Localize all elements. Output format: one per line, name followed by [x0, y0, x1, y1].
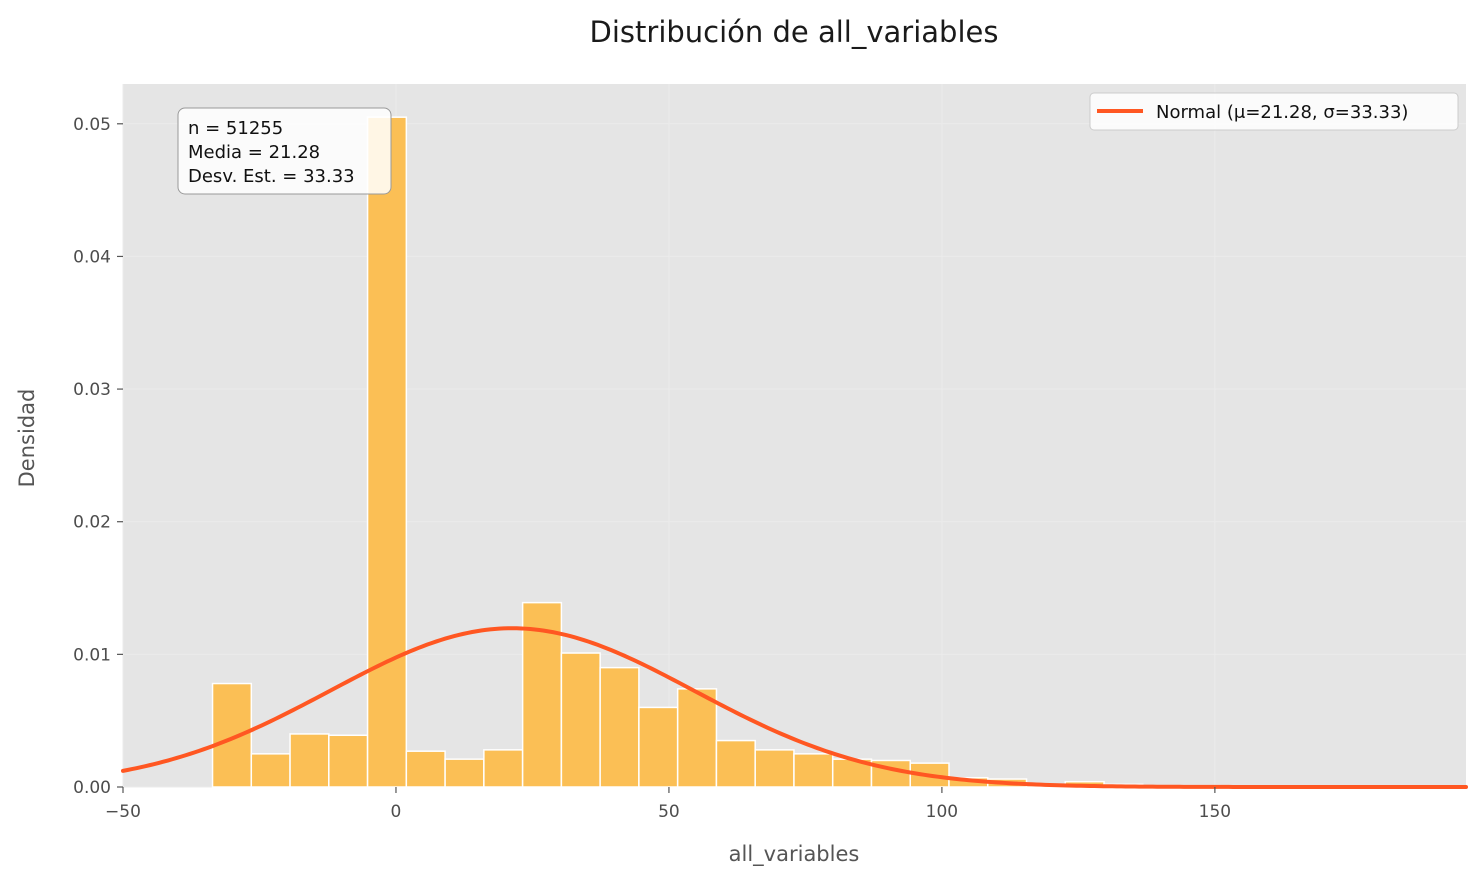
histogram-bars	[211, 116, 1454, 788]
y-tick-label-0: 0.00	[73, 778, 111, 798]
x-axis-label: all_variables	[729, 842, 860, 867]
histogram-bar-16	[831, 758, 873, 788]
histogram-bar-14	[754, 749, 795, 788]
x-tick-label-1: 0	[391, 802, 402, 822]
histogram-bar-6	[444, 758, 485, 788]
histogram-bar-15	[793, 753, 834, 788]
stats-box-frame	[177, 107, 392, 195]
normal-curve-line	[121, 626, 1468, 789]
histogram-bar-12	[676, 688, 718, 788]
y-tick-label-2: 0.02	[73, 513, 111, 533]
legend: Normal (μ=21.28, σ=33.33)	[1089, 92, 1459, 131]
histogram-bar-17	[870, 759, 911, 788]
histogram-bar-11	[638, 706, 679, 788]
histogram-bar-7	[483, 749, 524, 788]
y-tick-label-1: 0.01	[73, 645, 111, 665]
x-tick-label-3: 100	[926, 802, 958, 822]
y-tick-label-4: 0.04	[73, 247, 111, 267]
plot-area	[123, 84, 1466, 787]
histogram-bar-1	[250, 753, 291, 788]
y-tick-label-5: 0.05	[73, 115, 111, 135]
x-tick-label-2: 50	[658, 802, 680, 822]
x-tick-label-0: −50	[105, 802, 141, 822]
x-axis-ticks: −50 0 50 100 150	[105, 787, 1231, 822]
histogram-bar-0	[211, 682, 253, 788]
stats-line-std: Desv. Est. = 33.33	[188, 166, 355, 187]
stats-box: n = 51255 Media = 21.28 Desv. Est. = 33.…	[177, 107, 392, 195]
histogram-bar-9	[560, 652, 601, 788]
histogram-bar-4	[366, 116, 408, 788]
histogram-bar-13	[715, 739, 756, 788]
stats-line-n: n = 51255	[188, 118, 283, 139]
y-axis-ticks: 0.00 0.01 0.02 0.03 0.04 0.05	[73, 115, 123, 798]
chart-title: Distribución de all_variables	[590, 15, 999, 49]
histogram-bar-3	[328, 734, 369, 788]
legend-label-normal: Normal (μ=21.28, σ=33.33)	[1156, 102, 1408, 123]
histogram-bar-5	[405, 750, 446, 788]
x-tick-label-4: 150	[1199, 802, 1231, 822]
y-axis-label: Densidad	[15, 389, 39, 488]
stats-line-mean: Media = 21.28	[188, 142, 320, 163]
histogram-bar-2	[289, 733, 330, 788]
histogram-bar-10	[599, 666, 640, 788]
legend-frame	[1089, 92, 1459, 131]
y-tick-label-3: 0.03	[73, 380, 111, 400]
